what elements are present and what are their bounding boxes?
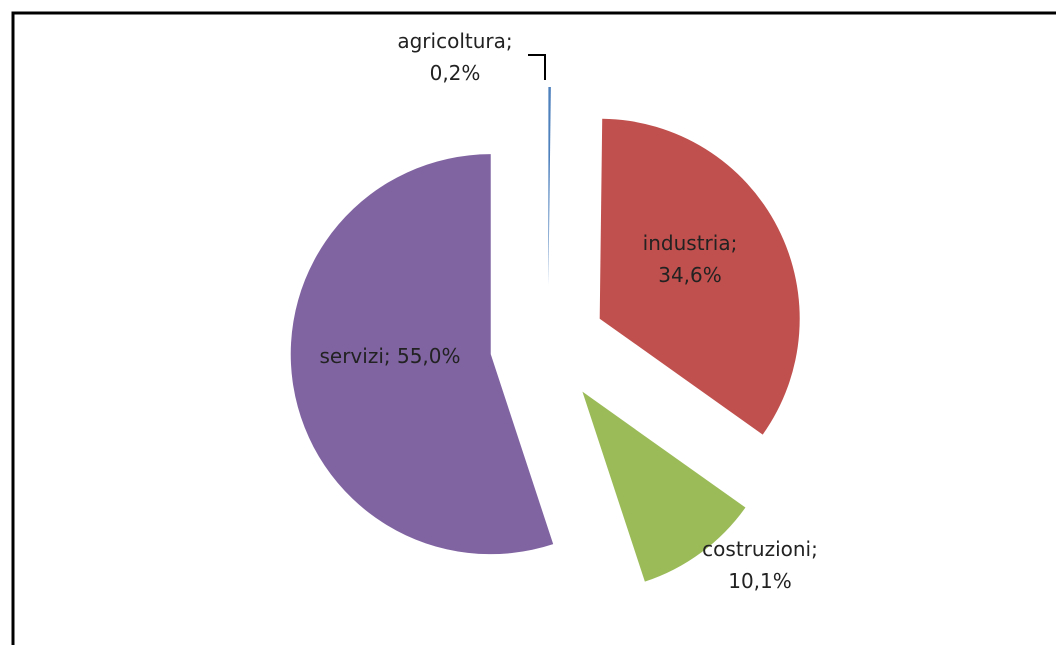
pie-slice xyxy=(290,154,554,555)
chart-frame xyxy=(11,11,1056,645)
data-label-line: agricoltura; xyxy=(397,29,512,53)
data-label: agricoltura; 0,2% xyxy=(397,29,512,85)
pie-slice xyxy=(548,87,551,288)
data-label: servizi; 55,0% xyxy=(319,344,460,368)
pie-slice xyxy=(599,118,800,435)
leader-line xyxy=(528,54,546,80)
data-label-line: industria; xyxy=(643,231,738,255)
data-label-line: 10,1% xyxy=(728,569,792,593)
data-label: industria; 34,6% xyxy=(643,231,738,287)
data-label-line: 34,6% xyxy=(658,263,722,287)
data-label-line: costruzioni; xyxy=(702,537,818,561)
pie-slice xyxy=(582,391,746,582)
data-label: costruzioni; 10,1% xyxy=(702,537,818,593)
data-label-line: 0,2% xyxy=(430,61,481,85)
